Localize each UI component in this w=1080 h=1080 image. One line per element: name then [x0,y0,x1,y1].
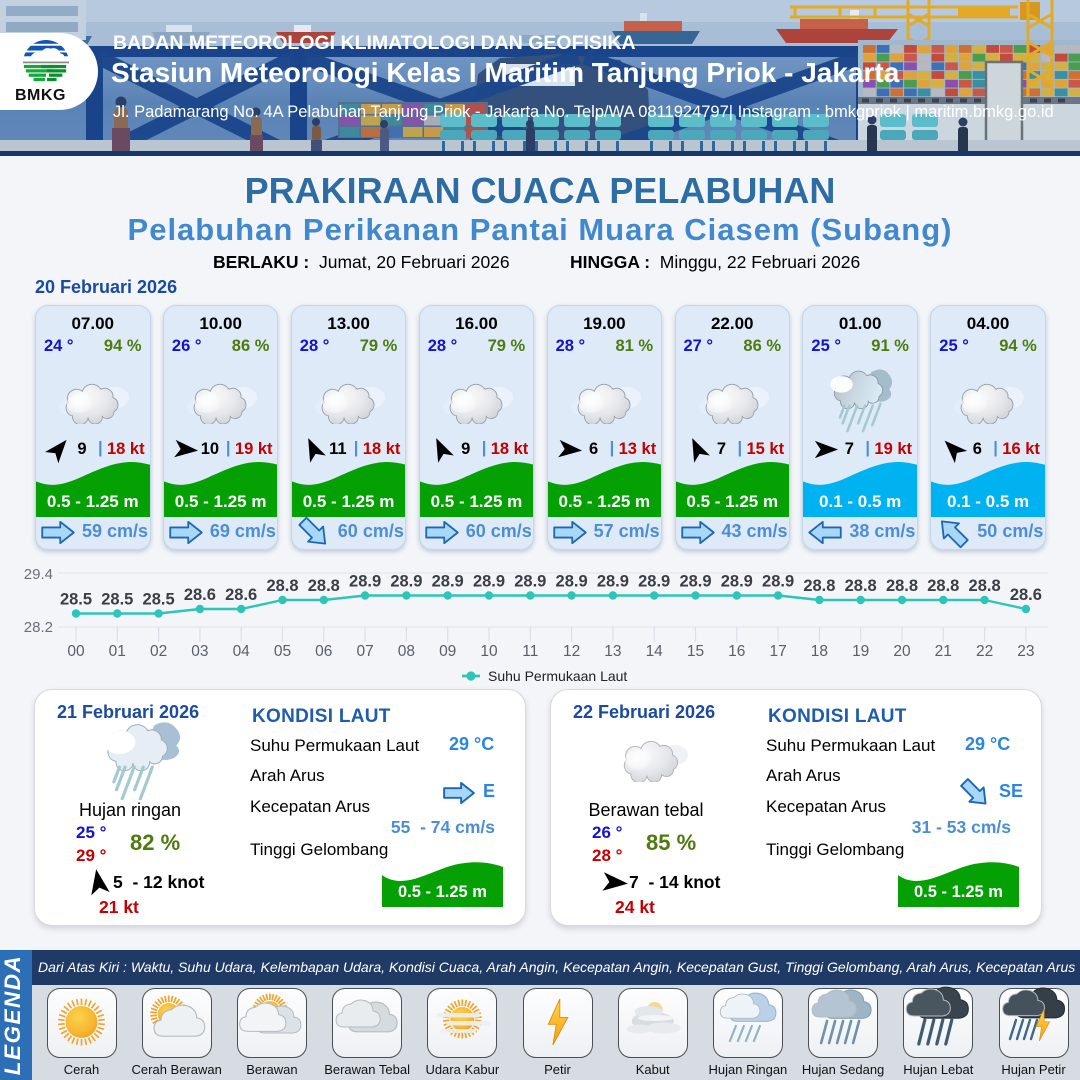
svg-text:29.4: 29.4 [24,566,53,583]
svg-text:23: 23 [1017,643,1034,660]
svg-text:28.8: 28.8 [266,577,298,595]
svg-text:28.9: 28.9 [762,573,794,591]
svg-text:28.8: 28.8 [803,577,835,595]
svg-text:21: 21 [935,643,952,660]
svg-text:28.5: 28.5 [143,591,175,609]
svg-text:22: 22 [976,643,993,660]
svg-text:01: 01 [109,643,126,660]
svg-text:03: 03 [191,643,208,660]
svg-text:28.8: 28.8 [886,577,918,595]
svg-text:06: 06 [315,643,332,660]
svg-text:12: 12 [563,643,580,660]
svg-text:28.9: 28.9 [597,573,629,591]
svg-text:Suhu Permukaan Laut: Suhu Permukaan Laut [488,668,627,684]
svg-text:28.8: 28.8 [969,577,1001,595]
svg-text:28.9: 28.9 [432,573,464,591]
svg-text:16: 16 [728,643,745,660]
svg-text:28.8: 28.8 [845,577,877,595]
svg-text:28.9: 28.9 [556,573,588,591]
svg-text:00: 00 [67,643,85,660]
svg-text:18: 18 [811,643,828,660]
svg-text:28.8: 28.8 [308,577,340,595]
svg-text:28.2: 28.2 [24,619,53,636]
svg-text:28.8: 28.8 [927,577,959,595]
svg-text:28.9: 28.9 [514,573,546,591]
svg-text:11: 11 [522,643,538,660]
svg-text:10: 10 [480,643,498,660]
svg-text:08: 08 [398,643,415,660]
svg-text:19: 19 [852,643,869,660]
svg-text:28.6: 28.6 [184,586,216,604]
svg-text:28.9: 28.9 [679,573,711,591]
svg-text:02: 02 [150,643,167,660]
svg-text:28.9: 28.9 [390,573,422,591]
svg-text:28.6: 28.6 [1010,586,1042,604]
svg-text:14: 14 [646,643,664,660]
svg-text:28.6: 28.6 [225,586,257,604]
svg-text:13: 13 [604,643,621,660]
svg-text:17: 17 [769,643,786,660]
svg-text:05: 05 [274,643,291,660]
svg-text:20: 20 [893,643,911,660]
svg-text:09: 09 [439,643,456,660]
svg-text:28.9: 28.9 [721,573,753,591]
svg-text:28.9: 28.9 [349,573,381,591]
svg-text:07: 07 [356,643,373,660]
svg-text:15: 15 [687,643,704,660]
svg-text:28.5: 28.5 [101,591,133,609]
svg-text:28.9: 28.9 [638,573,670,591]
svg-text:28.9: 28.9 [473,573,505,591]
svg-text:04: 04 [233,643,251,660]
svg-text:28.5: 28.5 [60,591,92,609]
